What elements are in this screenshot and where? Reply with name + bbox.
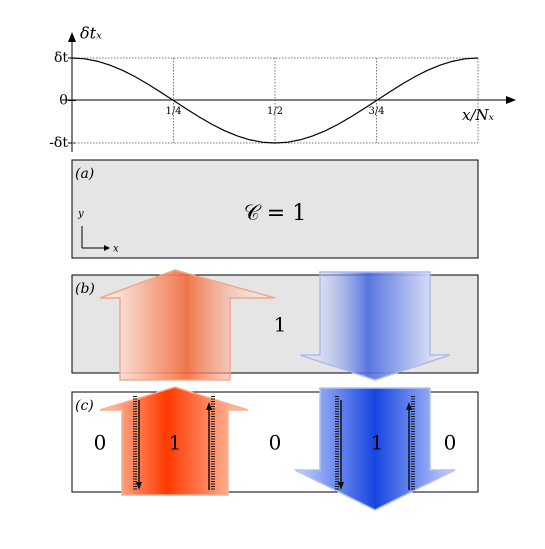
chern-number: 0: [444, 431, 457, 455]
curve: [71, 57, 479, 144]
y-tick-label: 0: [59, 93, 68, 109]
edge-arrow-up: [99, 269, 276, 381]
x-tick-label: 1/2: [267, 106, 283, 117]
y-tick-label: -δt: [49, 135, 68, 151]
arrowhead: [406, 402, 412, 410]
arrowhead: [206, 402, 212, 410]
panel-label: (b): [75, 281, 95, 297]
boundary-modes: [133, 396, 415, 490]
chern-number: 0: [269, 431, 282, 455]
axis-icon-label: x: [113, 244, 119, 255]
arrowhead: [506, 96, 516, 104]
chern-number: 1: [169, 431, 182, 455]
x-label: x/Nₓ: [462, 106, 495, 124]
panel-label: (a): [75, 166, 94, 182]
arrowhead: [338, 482, 344, 490]
panel-label: (c): [75, 398, 94, 414]
x-tick-label: 1/4: [165, 106, 181, 117]
chern-number: 𝒞 = 1: [244, 201, 306, 226]
panel-a: [71, 159, 479, 259]
chern-number: 1: [274, 313, 287, 337]
chern-number: 0: [94, 431, 107, 455]
axis-icon-label: y: [77, 209, 84, 220]
mode-arrows: [136, 400, 412, 490]
chern-number: 1: [371, 431, 384, 455]
arrowhead: [68, 32, 76, 42]
x-tick-label: 3/4: [368, 106, 384, 117]
edge-arrow-down: [299, 271, 451, 381]
plot: δtₓ x/Nₓ δt 0 -δt 1/4 1/2 3/4: [49, 24, 516, 152]
arrowhead: [104, 245, 110, 251]
y-tick-label: δt: [54, 50, 68, 66]
arrowhead: [136, 482, 142, 490]
y-label: δtₓ: [80, 24, 102, 43]
